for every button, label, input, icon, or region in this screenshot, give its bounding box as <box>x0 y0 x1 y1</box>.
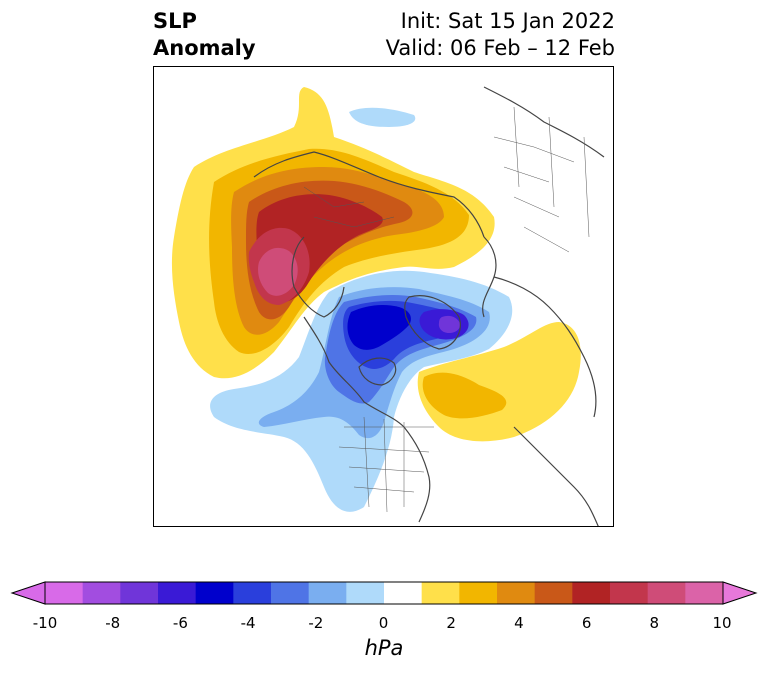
coastlines <box>253 86 605 526</box>
colorbar-segment <box>45 582 84 604</box>
colorbar-tick-label: 4 <box>514 614 524 632</box>
colorbar-segment <box>233 582 272 604</box>
colorbar-label: hPa <box>364 636 404 660</box>
colorbar-segment <box>685 582 724 604</box>
negative-anomaly-contours <box>210 270 513 512</box>
coastline-north-america <box>303 316 431 523</box>
coastline-siberia <box>253 151 485 238</box>
colorbar-tick-label: 6 <box>581 614 592 632</box>
polar-map <box>153 66 614 527</box>
colorbar-segment <box>572 582 611 604</box>
colorbar-segment <box>534 582 573 604</box>
coastline-alaska <box>291 236 345 318</box>
colorbar-segment <box>195 582 234 604</box>
colorbar-segment <box>82 582 121 604</box>
colorbar-segment <box>459 582 498 604</box>
colorbar-border <box>44 581 724 605</box>
colorbar-tick-label: 8 <box>649 614 660 632</box>
colorbar-segment <box>271 582 310 604</box>
colorbar <box>10 581 758 605</box>
coastline-asia-east <box>483 86 605 158</box>
atlantic-level-2 <box>422 372 507 419</box>
colorbar-segment <box>384 582 423 604</box>
anomaly-level-neg5 <box>347 304 411 350</box>
valid-range: Valid: 06 Feb – 12 Feb <box>385 36 615 60</box>
anomaly-map-svg <box>171 86 605 526</box>
colorbar-segment <box>647 582 686 604</box>
coastline-greenland <box>404 295 461 350</box>
colorbar-tick-label: -6 <box>172 614 188 632</box>
title-variable: SLP <box>153 9 197 33</box>
arctic-negative-patch <box>349 107 416 127</box>
map-title: SLP Anomaly <box>153 8 256 62</box>
coastline-europe <box>493 276 597 418</box>
colorbar-tick-label: -4 <box>240 614 256 632</box>
title-field: Anomaly <box>153 36 256 60</box>
colorbar-segment <box>120 582 159 604</box>
forecast-info: Init: Sat 15 Jan 2022 Valid: 06 Feb – 12… <box>386 8 615 62</box>
colorbar-segment <box>158 582 197 604</box>
coastline-hudson-bay <box>358 357 397 386</box>
anomaly-level-7 <box>258 247 298 296</box>
colorbar-segment <box>497 582 536 604</box>
atlantic-positive-contours <box>417 322 581 442</box>
colorbar-extend-max <box>722 581 758 605</box>
init-date: Init: Sat 15 Jan 2022 <box>400 9 615 33</box>
colorbar-tick-label: -10 <box>32 614 58 632</box>
colorbar-tick-label: 2 <box>446 614 456 632</box>
colorbar-segment <box>610 582 649 604</box>
colorbar-tick-label: 0 <box>378 614 389 632</box>
colorbar-segment <box>308 582 347 604</box>
colorbar-tick-label: -2 <box>308 614 324 632</box>
colorbar-tick-label: 10 <box>712 614 732 632</box>
coastline-africa <box>513 426 599 526</box>
borders <box>303 106 590 513</box>
colorbar-tick-label: -8 <box>105 614 121 632</box>
colorbar-segment <box>421 582 460 604</box>
colorbar-extend-min <box>10 581 46 605</box>
positive-anomaly-contours <box>171 87 495 379</box>
anomaly-level-neg7 <box>438 315 461 333</box>
colorbar-segment <box>346 582 385 604</box>
